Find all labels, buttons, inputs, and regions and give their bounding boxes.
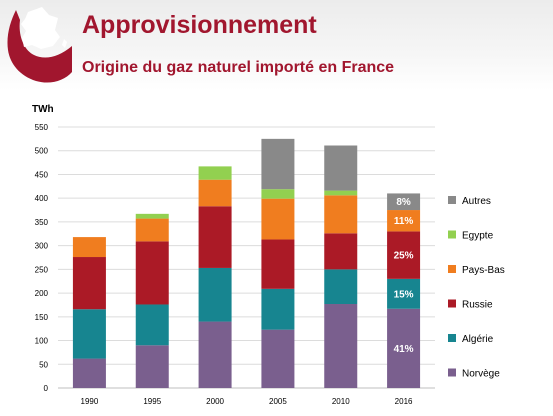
bar-segment	[324, 304, 358, 388]
legend-swatch	[448, 334, 456, 342]
legend: Autres Egypte Pays-Bas Russie Algérie Norvège	[448, 196, 505, 380]
x-tick-label: 2005	[269, 397, 287, 406]
y-tick-label: 400	[35, 194, 49, 203]
y-tick-label: 250	[35, 265, 49, 274]
x-tick-label: 2016	[395, 397, 413, 406]
legend-swatch	[448, 196, 456, 204]
y-tick-label: 0	[44, 384, 49, 393]
bars: 41% 15% 25% 11% 8%	[72, 138, 421, 388]
bar-segment	[261, 189, 295, 199]
bar-segment	[387, 193, 421, 211]
bar-segment	[198, 206, 232, 268]
bar-segment	[261, 239, 295, 289]
y-tick-label: 450	[35, 170, 49, 179]
y-tick-label: 350	[35, 218, 49, 227]
y-tick-label: 150	[35, 313, 49, 322]
y-tick-label: 550	[35, 123, 49, 132]
data-label: 8%	[396, 197, 411, 208]
bar-segment	[72, 257, 106, 310]
bar-segment	[324, 195, 358, 234]
axis-ticks: 0 50 100 150 200 250 300 350 400 450 500 550 1990 199…	[35, 123, 413, 406]
y-tick-label: 50	[39, 360, 48, 369]
bar-segment	[72, 237, 106, 258]
header-banner: Approvisionnement Origine du gaz naturel…	[0, 0, 553, 90]
bar-segment	[135, 304, 169, 346]
y-tick-label: 100	[35, 337, 49, 346]
france-map-logo	[7, 7, 72, 83]
legend-label: Pays-Bas	[462, 265, 505, 276]
bar-segment	[261, 138, 295, 190]
legend-swatch	[448, 230, 456, 239]
bar-segment	[324, 269, 358, 305]
bar-segment	[324, 145, 358, 191]
bar-segment	[387, 210, 421, 232]
bar-segment	[324, 190, 358, 196]
bar-segment	[261, 198, 295, 240]
chart-subtitle: Origine du gaz naturel importé en France	[82, 59, 395, 76]
bar-segment	[324, 233, 358, 270]
bar-segment	[261, 329, 295, 388]
legend-label: Russie	[462, 300, 493, 311]
data-label: 15%	[394, 289, 414, 300]
legend-swatch	[448, 299, 456, 308]
x-tick-label: 2000	[206, 397, 224, 406]
data-label: 41%	[394, 344, 414, 355]
bar-segment	[198, 321, 232, 388]
y-tick-label: 500	[35, 147, 49, 156]
y-tick-label: 200	[35, 289, 49, 298]
bar-segment	[261, 288, 295, 330]
legend-label: Autres	[462, 196, 491, 207]
bar-segment	[387, 231, 421, 279]
bar-segment	[72, 309, 106, 359]
gridlines	[58, 126, 435, 389]
legend-swatch	[448, 368, 456, 377]
bar-segment	[198, 267, 232, 322]
legend-label: Norvège	[462, 369, 500, 380]
bar-segment	[135, 241, 169, 305]
y-axis-unit-label: TWh	[32, 104, 54, 115]
bar-segment	[135, 345, 169, 388]
bar-segment	[198, 179, 232, 207]
bar-segment	[135, 218, 169, 242]
data-label: 11%	[394, 216, 414, 227]
bar-segment	[72, 358, 106, 388]
legend-label: Algérie	[462, 334, 494, 345]
x-tick-label: 2010	[332, 397, 350, 406]
x-tick-label: 1990	[81, 397, 99, 406]
bar-segment	[387, 278, 421, 309]
legend-swatch	[448, 265, 456, 273]
data-label: 25%	[394, 251, 414, 262]
bar-segment	[135, 213, 169, 219]
bar-segment	[198, 166, 232, 180]
y-tick-label: 300	[35, 242, 49, 251]
legend-label: Egypte	[462, 231, 494, 242]
x-tick-label: 1995	[143, 397, 161, 406]
bar-segment	[387, 308, 421, 388]
page-title: Approvisionnement	[82, 11, 317, 39]
